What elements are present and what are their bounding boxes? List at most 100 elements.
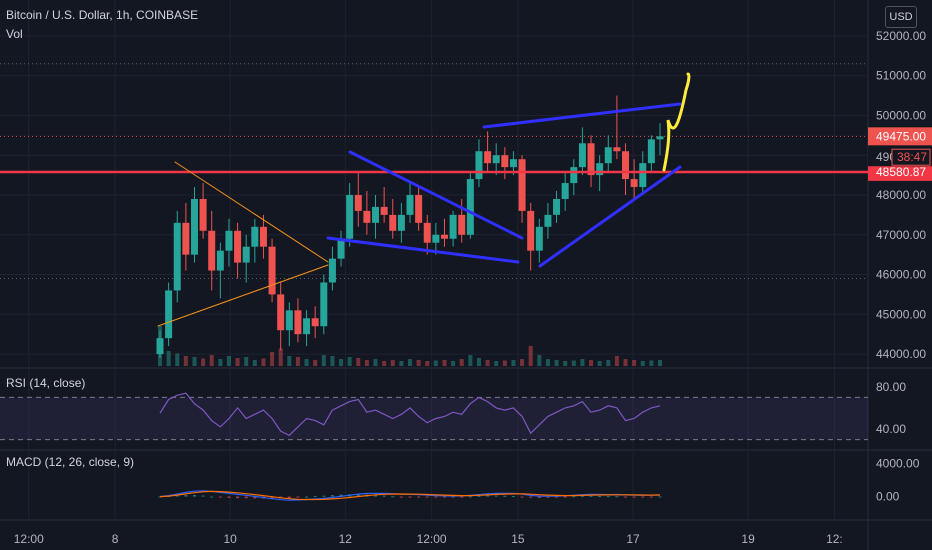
candle-body (466, 179, 474, 235)
price-pane[interactable] (156, 95, 664, 366)
macd-histogram-bar (313, 496, 317, 498)
volume-bar (640, 361, 645, 366)
wedge-upper-line[interactable] (348, 150, 524, 240)
triangle-lower-line[interactable] (157, 264, 329, 327)
volume-bar (244, 357, 249, 366)
currency-button[interactable]: USD (885, 6, 917, 28)
macd-histogram-bar (374, 494, 378, 497)
candle-body (251, 226, 259, 247)
hand-drawn-arrow[interactable] (662, 72, 691, 172)
macd-histogram-bar (555, 496, 559, 498)
volume-bar (589, 360, 594, 366)
candle-body (311, 318, 319, 327)
volume-bar (425, 361, 430, 366)
macd-histogram-bar (649, 496, 653, 498)
time-tick-label: 12 (339, 532, 353, 546)
volume-bar (313, 360, 318, 366)
candle-body (518, 159, 526, 211)
rsi-line (159, 392, 661, 437)
candle-body (553, 198, 561, 215)
time-tick-label: 12: (826, 532, 843, 546)
volume-bar (597, 361, 602, 366)
volume-bar (433, 360, 438, 366)
macd-histogram-bar (236, 496, 240, 499)
price-label-box (868, 127, 932, 146)
volume-bar (528, 346, 533, 366)
candle-body (622, 151, 630, 180)
candle-body (415, 194, 423, 223)
candle-body (527, 210, 535, 251)
volume-bar (485, 360, 490, 366)
volume-bar (339, 359, 344, 366)
candle-body (268, 246, 276, 295)
macd-histogram-bar (537, 496, 541, 498)
candle-body (389, 214, 397, 231)
candle-body (242, 246, 250, 263)
macd-tick-label: 4000.00 (876, 457, 920, 471)
price-tick-label: 51000.00 (876, 69, 926, 83)
volume-bar (451, 361, 456, 366)
volume-bar (545, 359, 550, 366)
rising-wedge-lower-line[interactable] (538, 165, 682, 268)
wedge-lower-line[interactable] (326, 236, 520, 264)
macd-pane[interactable] (158, 490, 662, 501)
candle-body (492, 155, 500, 164)
volume-bar (364, 360, 369, 366)
candle-body (596, 163, 604, 176)
candle-body (458, 214, 466, 235)
volume-bar (201, 358, 206, 366)
volume-bar (459, 359, 464, 366)
volume-bar (468, 355, 473, 366)
volume-bar (304, 359, 309, 366)
volume-bar (287, 356, 292, 366)
candle-body (303, 318, 311, 335)
macd-histogram-bar (201, 495, 205, 497)
candle-body (440, 234, 448, 239)
candle-body (484, 151, 492, 164)
volume-bar (373, 359, 378, 366)
macd-histogram-bar (624, 496, 628, 498)
volume-bar (632, 360, 637, 366)
price-label-box (868, 162, 932, 181)
volume-bar (192, 357, 197, 366)
volume-bar (399, 361, 404, 366)
macd-histogram-bar (287, 496, 291, 499)
macd-histogram-bar (408, 496, 412, 498)
macd-histogram-bar (227, 496, 231, 498)
macd-tick-label: 0.00 (876, 490, 900, 504)
candle-body (354, 194, 362, 211)
macd-histogram-bar (339, 494, 343, 497)
candle-body (604, 147, 612, 164)
candle-body (294, 310, 302, 335)
volume-bar (209, 355, 214, 366)
price-label-text: 48580.87 (876, 165, 926, 179)
volume-bar (226, 356, 231, 366)
candle-body (423, 222, 431, 243)
macd-histogram-bar (399, 496, 403, 498)
macd-histogram-bar (606, 496, 610, 498)
price-tick-label: 44000.00 (876, 347, 926, 361)
volume-bar (623, 359, 628, 366)
macd-histogram-bar (322, 495, 326, 497)
countdown-partial-price: 490 (876, 150, 896, 164)
macd-histogram-bar (434, 496, 438, 498)
macd-histogram-bar (520, 496, 524, 498)
volume-bar (166, 351, 171, 366)
rsi-pane[interactable] (0, 392, 868, 441)
trend-drawings[interactable] (0, 72, 870, 327)
macd-histogram-bar (546, 496, 550, 498)
macd-histogram-bar (468, 496, 472, 498)
macd-histogram-bar (218, 496, 222, 498)
candle-body (285, 310, 293, 331)
rising-wedge-upper-line[interactable] (482, 102, 682, 129)
volume-bar (347, 357, 352, 366)
macd-histogram-bar (580, 495, 584, 497)
macd-histogram-bar (296, 496, 300, 498)
candle-body (587, 143, 595, 176)
candle-body (156, 338, 164, 355)
macd-histogram-bar (192, 495, 196, 497)
candle-body (277, 294, 285, 331)
triangle-upper-line[interactable] (174, 161, 329, 263)
macd-histogram-bar (641, 496, 645, 498)
